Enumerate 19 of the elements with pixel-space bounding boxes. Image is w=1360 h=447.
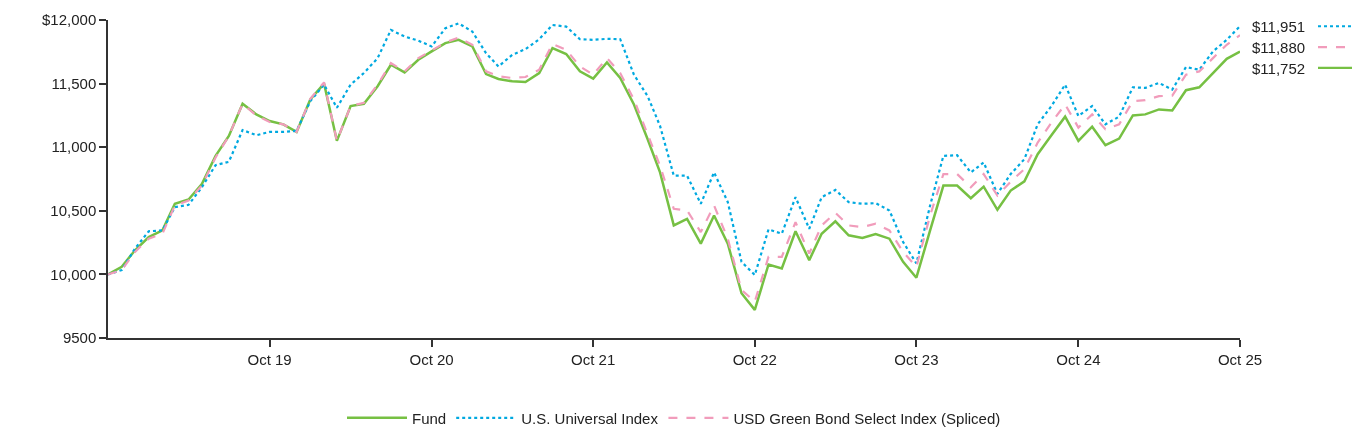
x-tick-label: Oct 21	[571, 350, 616, 368]
y-tick-label: 11,500	[51, 74, 97, 92]
x-tick-label: Oct 20	[409, 350, 454, 368]
x-tick-label: Oct 22	[732, 350, 777, 368]
x-tick-label: Oct 25	[1217, 350, 1263, 368]
legend-label: USD Green Bond Select Index (Spliced)	[733, 409, 1001, 427]
x-tick-label: Oct 23	[894, 350, 939, 368]
x-tick-label: Oct 19	[247, 350, 292, 368]
legend-label: U.S. Universal Index	[521, 409, 659, 427]
y-tick-label: 11,000	[51, 138, 97, 156]
annotation: $11,951	[1252, 18, 1306, 35]
annotation: $11,880	[1252, 39, 1306, 56]
x-tick-label: Oct 24	[1056, 350, 1101, 368]
y-tick-label: 10,000	[50, 265, 97, 283]
annotation: $11,752	[1252, 60, 1306, 77]
y-tick-label: $12,000	[42, 11, 97, 29]
y-tick-label: 10,500	[50, 202, 97, 220]
y-tick-label: 9500	[62, 329, 97, 347]
legend-label: Fund	[412, 409, 447, 427]
